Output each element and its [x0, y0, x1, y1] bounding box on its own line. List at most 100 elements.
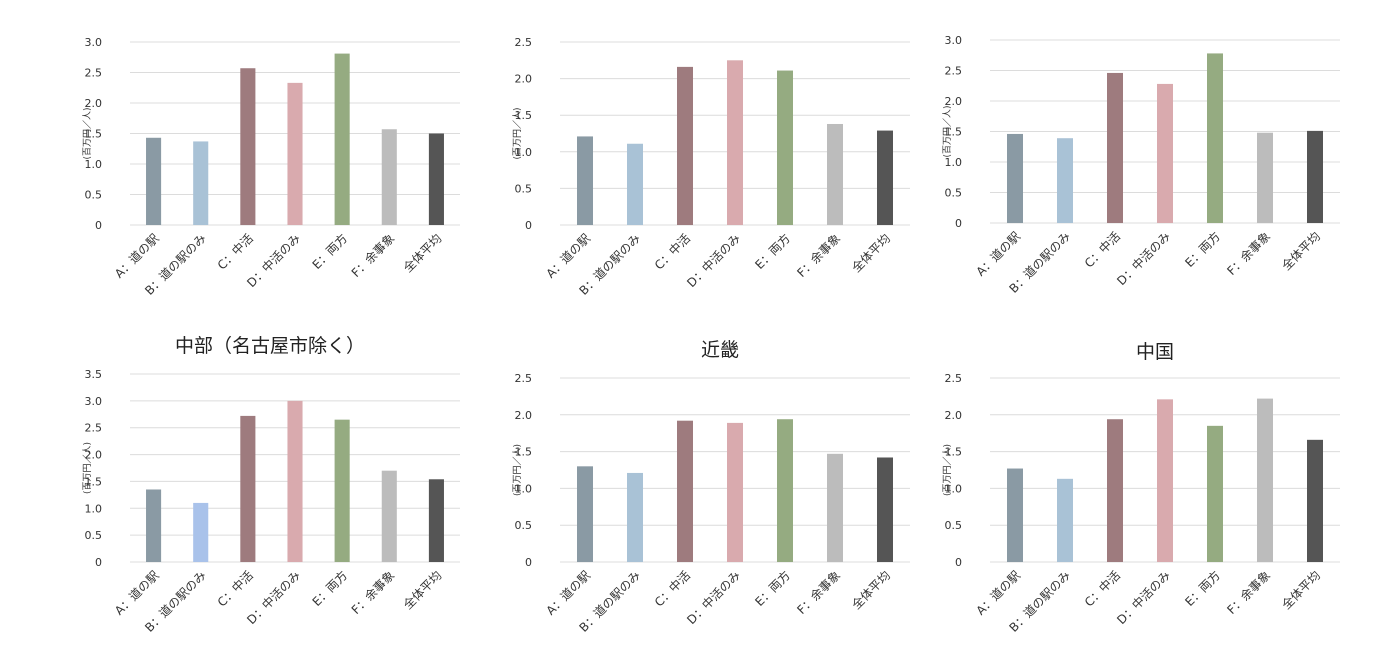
y-tick-label: 1.0 — [515, 146, 533, 159]
bar — [827, 453, 843, 562]
y-tick-label: 1.0 — [85, 502, 103, 515]
y-tick-label: 3.0 — [945, 34, 963, 47]
chart-panel-1: 0 0.5 1.0 1.5 2.0 2.5 3.0 (百万円／人) A：道の駅 B：道の駅のみ C：… — [70, 0, 470, 335]
chart-panel-4: 中部（名古屋市除く） 0 0.5 1.0 1.5 2.0 2.5 3.0 3.5 (百万円／人)… — [70, 325, 470, 650]
x-tick-label: F：余事象 — [348, 231, 397, 280]
chart-title-5: 近畿 — [700, 339, 739, 361]
chart-panel-5: 近畿 0 0.5 1.0 1.5 2.0 2.5 (百万円／人) A：道の駅 B：道の駅のみ C：… — [500, 325, 920, 650]
x-tick-label: E：両方 — [309, 231, 350, 272]
y-axis-label: (百万円／人) — [512, 444, 523, 496]
y-tick-label: 0 — [955, 217, 962, 230]
x-tick-label: C：中活 — [1081, 568, 1123, 610]
y-tick-label: 0.5 — [85, 189, 103, 202]
y-tick-label: 0 — [95, 219, 102, 232]
x-tick-label: 全体平均 — [849, 231, 894, 276]
bar — [334, 419, 350, 562]
bar — [240, 68, 256, 225]
y-tick-label: 0.5 — [85, 529, 103, 542]
y-tick-label: 1.0 — [945, 156, 963, 169]
x-tick-label: 全体平均 — [1279, 568, 1324, 613]
y-tick-label: 1.5 — [85, 475, 103, 488]
bar — [1007, 133, 1023, 223]
x-tick-label: C：中活 — [1081, 229, 1123, 271]
bar — [146, 489, 162, 562]
y-axis-label: (百万円／人) — [942, 444, 953, 496]
y-tick-label: 2.0 — [85, 97, 103, 110]
y-axis-label: (百万円／人) — [82, 107, 93, 159]
bar — [1207, 53, 1223, 223]
chart-svg-4: 00.51.01.52.02.53.03.5(百万円／人)A：道の駅B：道の駅の… — [82, 368, 460, 635]
y-tick-label: 0 — [525, 219, 532, 232]
bar — [827, 123, 843, 225]
x-tick-label: E：両方 — [752, 568, 793, 609]
bar — [1307, 439, 1323, 562]
bar — [877, 130, 893, 225]
y-tick-label: 2.5 — [945, 372, 963, 385]
bar — [428, 479, 444, 562]
bar — [727, 422, 743, 562]
bar — [381, 470, 397, 562]
y-tick-label: 0.5 — [515, 519, 533, 532]
bar — [1257, 132, 1273, 223]
x-tick-label: A：道の駅 — [112, 231, 162, 281]
bar — [146, 137, 162, 225]
x-tick-label: D：中活のみ — [684, 231, 744, 291]
bar — [287, 400, 303, 562]
x-tick-label: F：余事象 — [794, 568, 843, 617]
y-tick-label: 1.5 — [515, 109, 533, 122]
y-tick-label: 0 — [95, 556, 102, 569]
y-tick-label: 1.0 — [85, 158, 103, 171]
bar — [1307, 130, 1323, 223]
y-axis-label: (百万円／人) — [942, 105, 953, 157]
bar — [1107, 72, 1123, 223]
x-tick-label: D：中活のみ — [1114, 229, 1174, 289]
bar — [577, 466, 593, 562]
x-tick-label: E：両方 — [752, 231, 793, 272]
x-tick-label: 全体平均 — [849, 568, 894, 613]
bar — [240, 415, 256, 562]
bar — [1157, 83, 1173, 223]
y-tick-label: 1.5 — [945, 446, 963, 459]
bar — [577, 136, 593, 225]
bar — [727, 60, 743, 225]
y-axis-label: (百万円／人) — [512, 107, 523, 159]
y-tick-label: 1.5 — [515, 446, 533, 459]
x-tick-label: C：中活 — [651, 568, 693, 610]
x-tick-label: D：中活のみ — [684, 568, 744, 628]
x-tick-label: E：両方 — [1182, 568, 1223, 609]
x-tick-label: F：余事象 — [1224, 568, 1273, 617]
x-tick-label: 全体平均 — [1279, 229, 1324, 274]
bar — [1107, 419, 1123, 562]
bar — [193, 502, 209, 562]
x-tick-label: 全体平均 — [400, 568, 445, 613]
bar — [193, 141, 209, 225]
x-tick-label: A：道の駅 — [112, 568, 162, 618]
bar — [627, 472, 643, 562]
x-tick-label: 全体平均 — [400, 231, 445, 276]
bar — [334, 53, 350, 226]
y-tick-label: 0.5 — [945, 519, 963, 532]
x-tick-label: C：中活 — [214, 231, 256, 273]
y-tick-label: 2.5 — [85, 422, 103, 435]
x-tick-label: C：中活 — [651, 231, 693, 273]
y-tick-label: 0.5 — [515, 182, 533, 195]
bar — [777, 419, 793, 562]
y-tick-label: 3.0 — [85, 36, 103, 49]
chart-panel-3: 0 0.5 1.0 1.5 2.0 2.5 3.0 (百万円／人) A：道の駅 B：道の駅のみ C：… — [930, 0, 1350, 335]
chart-panel-6: 中国 0 0.5 1.0 1.5 2.0 2.5 (百万円／人) A：道の駅 B：道の駅のみ C：… — [930, 325, 1350, 650]
y-tick-label: 1.0 — [515, 482, 533, 495]
y-tick-label: 2.5 — [945, 65, 963, 78]
x-tick-label: A：道の駅 — [543, 568, 593, 618]
bar — [428, 133, 444, 225]
x-tick-label: D：中活のみ — [1114, 568, 1174, 628]
y-tick-label: 0 — [955, 556, 962, 569]
y-tick-label: 0 — [525, 556, 532, 569]
x-tick-label: E：両方 — [309, 568, 350, 609]
x-tick-label: A：道の駅 — [973, 229, 1023, 279]
bar — [777, 70, 793, 225]
y-tick-label: 2.5 — [515, 372, 533, 385]
